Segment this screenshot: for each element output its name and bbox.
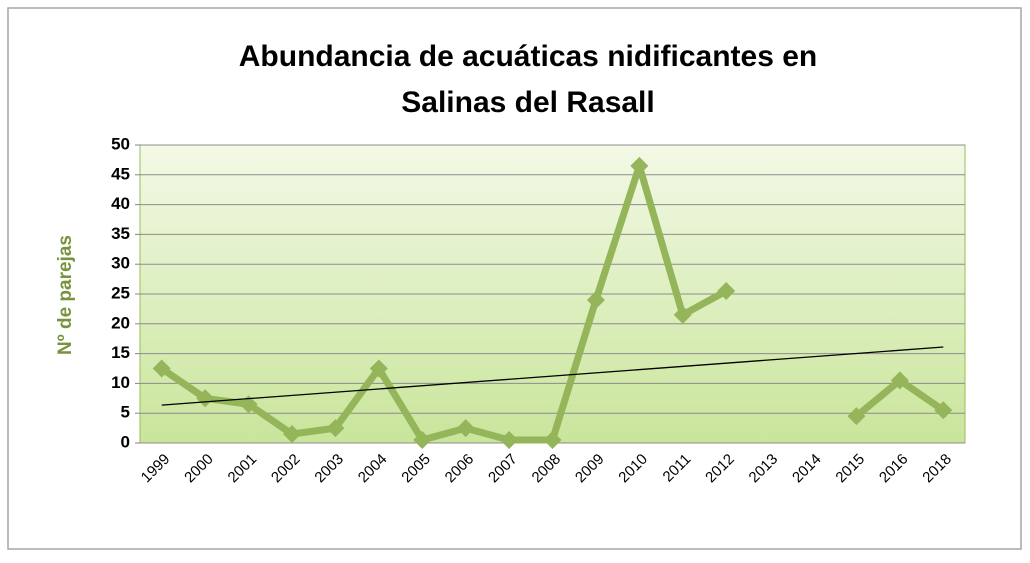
data-point (152, 359, 171, 378)
y-tick-label: 45 (111, 164, 130, 183)
data-point (890, 371, 909, 390)
y-tick-label: 50 (111, 134, 130, 153)
data-point (717, 282, 736, 301)
data-point (413, 431, 432, 450)
data-point (630, 156, 649, 175)
data-point (673, 305, 692, 324)
y-tick-label: 20 (111, 313, 130, 332)
trendline (161, 346, 944, 406)
y-tick-label: 15 (111, 343, 130, 362)
y-axis-title: Nº de parejas (55, 235, 76, 355)
y-tick-label: 30 (111, 254, 130, 273)
data-point (456, 419, 475, 438)
y-tick-label: 5 (121, 403, 130, 422)
y-tick-label: 10 (111, 373, 130, 392)
data-point (847, 407, 866, 426)
y-tick-label: 25 (111, 283, 130, 302)
y-tick-label: 0 (121, 432, 130, 451)
y-tick-label: 35 (111, 224, 130, 243)
chart-title: Abundancia de acuáticas nidificantes en (239, 40, 818, 73)
data-point (326, 419, 345, 438)
data-point (282, 425, 301, 444)
data-point (934, 401, 953, 420)
data-point (369, 359, 388, 378)
chart-title: Salinas del Rasall (401, 86, 654, 119)
data-point (586, 290, 605, 309)
data-point (239, 395, 258, 414)
y-tick-label: 40 (111, 194, 130, 213)
data-point (500, 431, 519, 450)
data-point (543, 431, 562, 450)
